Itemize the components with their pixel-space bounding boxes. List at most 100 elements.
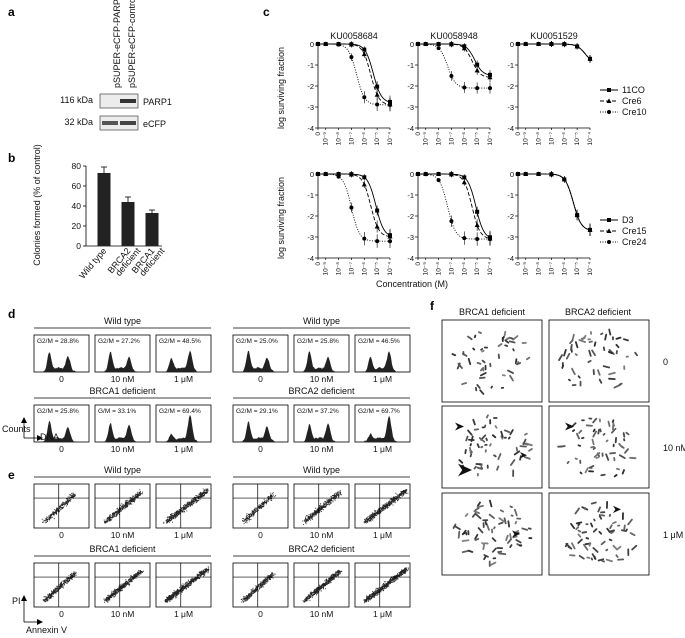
chromosome: [593, 518, 596, 522]
chromosome: [599, 428, 602, 433]
survival-xtick-label: 10⁻⁴: [587, 132, 594, 146]
chromosome: [489, 419, 492, 425]
marker-116: 116 kDa: [60, 95, 93, 105]
histogram-fill: [233, 421, 288, 442]
chromosome: [488, 513, 495, 519]
metaphase-frame: [441, 319, 543, 403]
histogram: G2/M = 37.2% 10 nM: [293, 404, 350, 454]
survival-curve-cre6: [318, 43, 389, 105]
chromosome: [497, 353, 500, 360]
scatter-points: [240, 572, 276, 603]
chromosome: [608, 371, 616, 376]
chromosome: [505, 339, 510, 344]
chromosome: [601, 452, 604, 457]
survival-chart-title: KU0058684: [330, 31, 378, 41]
survival-ytick-label: 0: [310, 40, 314, 49]
chromosome: [498, 552, 507, 556]
chromosome: [604, 333, 608, 341]
survival-curve-d3: [318, 173, 389, 235]
histogram: G/M = 33.1% 10 nM: [94, 404, 151, 454]
chromosome: [579, 459, 582, 464]
survival-ytick-label: 0: [410, 40, 414, 49]
panel-f-label: f: [430, 299, 435, 313]
survival-point: [348, 171, 354, 177]
survival-ytick-label: -4: [307, 124, 314, 133]
survival-xtick-label: 0: [415, 132, 422, 136]
chromosome: [605, 558, 613, 563]
chromosome: [609, 524, 613, 530]
histogram: G2/M = 46.5% 1 μM: [354, 334, 411, 384]
chromosome: [482, 519, 489, 522]
chromosome: [483, 555, 487, 561]
survival-ytick-label: 0: [310, 170, 314, 179]
g2m-value: G2/M = 48.5%: [159, 338, 201, 345]
chromosome: [472, 347, 476, 351]
lane-label-parp1: pSUPER-eCFP-PARP1: [112, 0, 122, 88]
chromosome: [616, 545, 622, 551]
metaphase-row-label: 10 nM: [663, 443, 685, 453]
chromosome: [588, 340, 593, 343]
histogram-fill: [294, 423, 349, 442]
survival-xtick-label: 10⁻⁶: [461, 262, 468, 276]
chromosome: [618, 454, 626, 460]
chromosome: [476, 505, 484, 508]
survival-point: [375, 84, 380, 89]
band-parp1-control: [120, 99, 136, 103]
survival-point: [336, 42, 341, 47]
chromosome: [457, 362, 463, 369]
chromosome: [588, 542, 592, 547]
hist-condition-label: 1 μM: [373, 444, 392, 454]
chromosome: [570, 343, 573, 351]
survival-ytick-label: -1: [507, 61, 514, 70]
histogram-frame: [293, 334, 350, 373]
chromosome: [608, 513, 612, 517]
chromosome: [612, 443, 615, 448]
survival-ytick-label: -2: [507, 212, 514, 221]
chromosome: [590, 331, 592, 335]
survival-xtick-label: 0: [515, 132, 522, 136]
hist-condition-label: 10 nM: [111, 374, 135, 384]
chromosome: [598, 378, 603, 384]
chromosome: [497, 453, 502, 461]
chromosome: [608, 377, 616, 381]
scatter-plot: 10 nM: [94, 483, 151, 540]
chromosome: [513, 450, 521, 456]
chromosome: [528, 537, 533, 540]
legend-label: Cre6: [622, 96, 642, 106]
chromosome: [605, 453, 610, 461]
aberration-arrow: [613, 505, 621, 513]
histogram-frame: [155, 404, 212, 443]
survival-point: [448, 41, 454, 47]
chromosome: [623, 365, 626, 370]
histogram-frame: [354, 404, 411, 443]
histogram: G2/M = 48.5% 1 μM: [155, 334, 212, 384]
scatter-y-axis-label: PI: [12, 596, 21, 606]
metaphase-frame: [441, 405, 543, 489]
chromosome: [558, 354, 563, 362]
chromosome: [515, 539, 522, 544]
panel-c-label: c: [263, 5, 270, 19]
survival-ytick-label: -2: [407, 212, 414, 221]
survival-point: [349, 205, 354, 210]
scatter-points: [302, 569, 343, 603]
chromosome: [627, 548, 630, 557]
chromosome: [477, 527, 484, 534]
survival-xtick-label: 10⁻⁵: [574, 132, 581, 146]
hist-condition-label: 0: [59, 444, 64, 454]
chromosome: [522, 438, 527, 446]
aberration-arrow: [458, 463, 472, 477]
chromosome: [592, 547, 599, 553]
chromosome: [476, 384, 481, 389]
survival-point: [375, 208, 380, 213]
chromosome: [467, 358, 472, 366]
aberration-arrow: [520, 452, 527, 459]
chromosome: [498, 521, 504, 525]
survival-point: [549, 42, 554, 47]
aberration-arrow: [565, 422, 574, 431]
survival-xtick-label: 10⁻⁵: [574, 262, 581, 276]
chromosome: [621, 469, 625, 475]
hist-condition-label: 1 μM: [174, 374, 193, 384]
survival-xtick-label: 10⁻⁵: [374, 262, 381, 276]
histogram-frame: [33, 404, 90, 443]
